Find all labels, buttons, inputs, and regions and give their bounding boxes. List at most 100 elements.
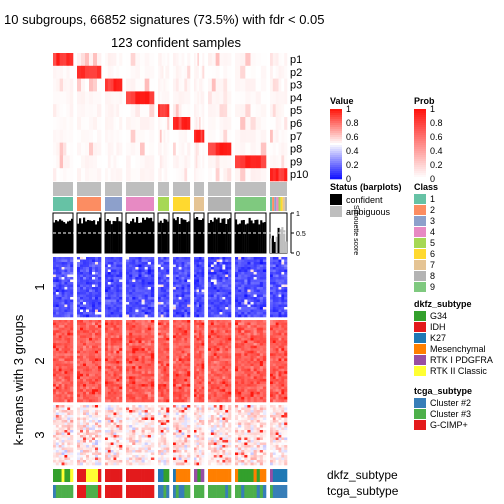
heatmap-cell: [222, 309, 226, 313]
heatmap-cell: [92, 363, 96, 367]
prob-cell: [194, 104, 196, 118]
prob-cell: [140, 155, 145, 169]
heatmap-cell: [181, 267, 185, 270]
heatmap-cell: [275, 371, 279, 375]
prob-cell: [202, 65, 205, 79]
heatmap-cell: [281, 391, 285, 395]
heatmap-cell: [187, 322, 191, 326]
heatmap-cell: [194, 272, 197, 275]
prob-cell: [260, 91, 267, 105]
heatmap-cell: [158, 363, 162, 367]
heatmap-cell: [135, 412, 139, 416]
prob-cell: [167, 168, 170, 182]
heatmap-cell: [58, 417, 62, 421]
heatmap-cell: [70, 381, 74, 385]
heatmap-cell: [187, 330, 191, 334]
heatmap-cell: [141, 399, 145, 403]
heatmap-cell: [110, 330, 114, 334]
heatmap-cell: [70, 368, 74, 372]
heatmap-cell: [270, 304, 274, 308]
heatmap-cell: [147, 371, 152, 375]
heatmap-cell: [132, 307, 136, 310]
prob-cell: [281, 104, 285, 118]
heatmap-cell: [199, 287, 202, 290]
heatmap-cell: [166, 274, 170, 278]
heatmap-cell: [110, 412, 114, 416]
heatmap-cell: [86, 269, 90, 273]
heatmap-cell: [194, 337, 197, 341]
heatmap-cell: [184, 381, 188, 385]
heatmap-cell: [119, 312, 123, 315]
heatmap-cell: [58, 294, 62, 298]
prob-cell: [159, 142, 162, 156]
heatmap-cell: [244, 363, 248, 367]
heatmap-cell: [89, 417, 93, 421]
heatmap-cell: [98, 366, 102, 369]
prob-cell: [195, 168, 198, 182]
heatmap-cell: [175, 337, 179, 341]
heatmap-cell: [194, 269, 197, 273]
heatmap-cell: [98, 412, 102, 416]
heatmap-cell: [126, 302, 130, 305]
heatmap-cell: [228, 361, 232, 364]
heatmap-cell: [58, 277, 62, 280]
class-cell: [284, 197, 287, 211]
heatmap-cell: [83, 272, 87, 275]
prob-cell: [281, 53, 285, 67]
prob-cell: [178, 78, 182, 92]
heatmap-cell: [208, 350, 212, 354]
heatmap-cell: [55, 307, 60, 310]
heatmap-cell: [259, 307, 264, 310]
class-cell: [53, 197, 73, 211]
heatmap-cell: [119, 381, 123, 385]
heatmap-cell: [129, 287, 133, 290]
prob-cell: [158, 117, 161, 131]
prob-cell: [272, 78, 276, 92]
heatmap-cell: [64, 363, 68, 367]
heatmap-cell: [238, 343, 242, 346]
heatmap-cell: [67, 282, 71, 285]
heatmap-cell: [129, 353, 133, 357]
heatmap-cell: [98, 337, 102, 341]
heatmap-cell: [194, 345, 197, 349]
heatmap-cell: [175, 381, 179, 385]
heatmap-cell: [210, 287, 215, 290]
heatmap-cell: [278, 417, 282, 421]
heatmap-cell: [105, 340, 109, 344]
heatmap-cell: [163, 272, 167, 275]
prob-cell: [197, 91, 200, 105]
heatmap-cell: [141, 417, 145, 421]
heatmap-cell: [163, 312, 167, 315]
heatmap-cell: [184, 412, 188, 416]
heatmap-cell: [225, 345, 229, 349]
heatmap-cell: [144, 389, 149, 393]
heatmap-cell: [175, 396, 179, 400]
heatmap-cell: [256, 399, 261, 403]
heatmap-cell: [119, 335, 123, 339]
heatmap-cell: [126, 340, 130, 344]
heatmap-cell: [138, 264, 142, 268]
heatmap-cell: [113, 368, 117, 372]
heatmap-cell: [275, 335, 279, 339]
heatmap-cell: [222, 389, 226, 393]
heatmap-cell: [228, 399, 232, 403]
heatmap-cell: [80, 412, 84, 416]
prob-cell: [211, 129, 216, 143]
heatmap-cell: [95, 384, 99, 387]
heatmap-cell: [225, 277, 229, 280]
heatmap-cell: [80, 272, 84, 275]
heatmap-cell: [64, 299, 68, 303]
prob-cell: [59, 168, 64, 182]
heatmap-cell: [284, 335, 288, 339]
heatmap-cell: [116, 314, 120, 318]
heatmap-cell: [83, 371, 87, 375]
prob-cell: [208, 53, 213, 67]
heatmap-cell: [89, 294, 93, 298]
heatmap-cell: [53, 389, 57, 393]
heatmap-cell: [113, 405, 117, 408]
prob-cell: [240, 117, 246, 131]
heatmap-cell: [225, 417, 229, 421]
heatmap-cell: [278, 340, 282, 344]
heatmap-cell: [272, 384, 276, 387]
heatmap-cell: [173, 294, 177, 298]
